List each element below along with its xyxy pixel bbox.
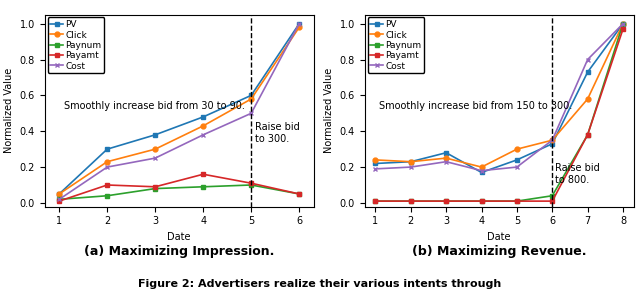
Click [151,148,159,151]
Text: (a) Maximizing Impression.: (a) Maximizing Impression. [84,245,275,258]
Payamt [619,27,627,31]
Line: Paynum: Paynum [373,21,625,204]
Text: Figure 2: Advertisers realize their various intents through: Figure 2: Advertisers realize their vari… [138,279,502,289]
Click [372,158,380,162]
Text: (b) Maximizing Revenue.: (b) Maximizing Revenue. [412,245,586,258]
PV [407,160,415,163]
Click [247,97,255,101]
Cost [442,160,450,163]
Payamt [247,181,255,185]
Click [104,160,111,163]
Paynum [200,185,207,189]
Paynum [584,133,591,137]
PV [372,162,380,165]
Text: Raise bid
to 800.: Raise bid to 800. [555,163,600,185]
Line: Cost: Cost [373,21,625,173]
Line: PV: PV [373,21,625,175]
Payamt [151,185,159,189]
Text: Smoothly increase bid from 30 to 90.: Smoothly increase bid from 30 to 90. [64,101,245,111]
Paynum [513,199,521,203]
X-axis label: Date: Date [488,232,511,242]
Paynum [548,194,556,198]
Click [407,160,415,163]
Line: Payamt: Payamt [373,27,625,204]
Paynum [407,199,415,203]
Cost [104,165,111,169]
Click [296,26,303,29]
Payamt [584,133,591,137]
Click [513,148,521,151]
PV [200,115,207,119]
Cost [296,22,303,25]
Cost [477,169,485,173]
Cost [247,112,255,115]
PV [247,94,255,97]
Paynum [619,22,627,25]
X-axis label: Date: Date [168,232,191,242]
Paynum [247,183,255,187]
Payamt [200,173,207,176]
Legend: PV, Click, Paynum, Payamt, Cost: PV, Click, Paynum, Payamt, Cost [367,17,424,73]
Cost [548,138,556,142]
Payamt [56,199,63,203]
PV [477,171,485,174]
Click [442,156,450,160]
PV [296,22,303,25]
Payamt [513,199,521,203]
Payamt [296,192,303,196]
Line: Click: Click [373,21,625,170]
Payamt [477,199,485,203]
Paynum [151,187,159,190]
Payamt [442,199,450,203]
Click [477,165,485,169]
Paynum [372,199,380,203]
PV [104,148,111,151]
Line: Cost: Cost [57,21,301,202]
Paynum [56,198,63,201]
Y-axis label: Normalized Value: Normalized Value [4,68,14,153]
Payamt [372,199,380,203]
Cost [56,198,63,201]
Click [200,124,207,128]
Cost [619,22,627,25]
Line: Payamt: Payamt [57,172,301,204]
PV [56,192,63,196]
Cost [151,156,159,160]
PV [548,142,556,145]
Legend: PV, Click, Paynum, Payamt, Cost: PV, Click, Paynum, Payamt, Cost [47,17,104,73]
Line: Click: Click [57,25,301,196]
PV [619,22,627,25]
PV [151,133,159,137]
Text: Raise bid
to 300.: Raise bid to 300. [255,122,300,144]
PV [513,158,521,162]
Y-axis label: Normalized Value: Normalized Value [324,68,334,153]
Cost [513,165,521,169]
PV [442,151,450,155]
PV [584,70,591,74]
Payamt [407,199,415,203]
Text: Smoothly increase bid from 150 to 300.: Smoothly increase bid from 150 to 300. [379,101,572,111]
Click [56,192,63,196]
Click [548,138,556,142]
Paynum [104,194,111,198]
Click [619,22,627,25]
Line: Paynum: Paynum [57,183,301,202]
Payamt [104,183,111,187]
Click [584,97,591,101]
Paynum [477,199,485,203]
Paynum [442,199,450,203]
Line: PV: PV [57,21,301,196]
Cost [407,165,415,169]
Payamt [548,199,556,203]
Paynum [296,192,303,196]
Cost [200,133,207,137]
Cost [584,58,591,61]
Cost [372,167,380,171]
